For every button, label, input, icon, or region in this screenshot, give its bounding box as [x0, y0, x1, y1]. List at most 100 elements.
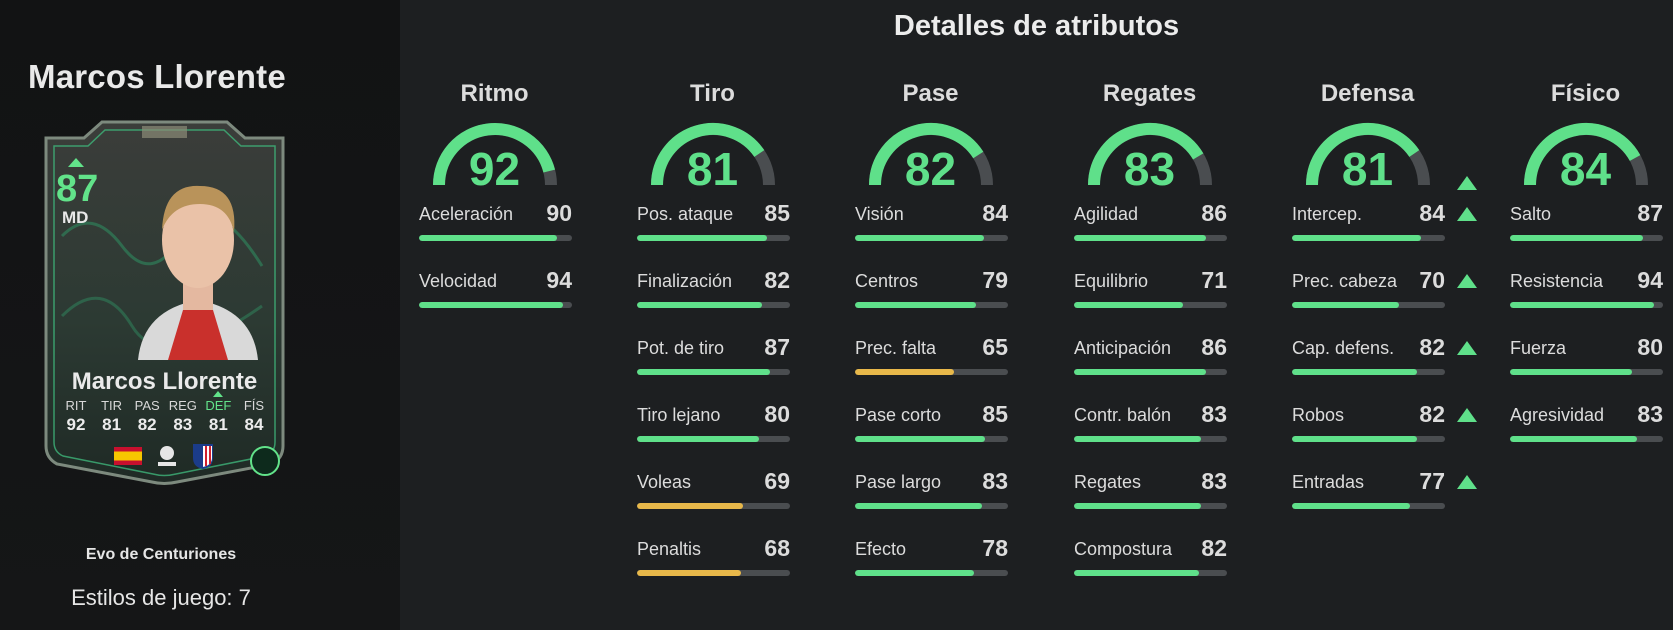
- attribute-name: Agresividad: [1510, 405, 1605, 425]
- category-gauge: 81: [648, 120, 778, 195]
- attribute-value: 90: [546, 200, 572, 226]
- attribute-row[interactable]: Robos 82: [1290, 401, 1477, 472]
- category-gauge: 83: [1085, 120, 1215, 195]
- attribute-row[interactable]: Resistencia 94: [1508, 267, 1663, 338]
- gauge-fill: [1087, 123, 1203, 186]
- attribute-row[interactable]: Centros 79: [853, 267, 1008, 338]
- card-player-name: Marcos Llorente: [71, 368, 258, 395]
- attribute-name: Intercep.: [1292, 204, 1363, 224]
- attribute-bar: [855, 570, 1008, 576]
- attribute-value: 87: [1637, 200, 1663, 226]
- attribute-bar-fill: [637, 436, 760, 442]
- card-stat-value: 82: [137, 415, 157, 434]
- gauge-arc: [1305, 123, 1430, 186]
- card-stat: DEF 81: [202, 391, 234, 435]
- attribute-bar-fill: [855, 302, 976, 308]
- card-stat-label: PAS: [134, 398, 160, 413]
- attribute-bar-fill: [1074, 570, 1200, 576]
- attribute-name: Voleas: [637, 472, 692, 492]
- attribute-bar: [855, 436, 1008, 442]
- attribute-bar-fill: [855, 369, 955, 375]
- attribute-bar: [1074, 503, 1227, 509]
- attribute-row[interactable]: Equilibrio 71: [1072, 267, 1227, 338]
- player-card[interactable]: 87 MD Marcos Llorente RIT 92 TIR 81 PAS 82 REG…: [32, 116, 297, 486]
- attribute-boost-icon: [1457, 207, 1477, 221]
- attribute-row[interactable]: Contr. balón 83: [1072, 401, 1227, 472]
- attribute-row[interactable]: Velocidad 94: [417, 267, 572, 338]
- attribute-row[interactable]: Agilidad 86: [1072, 200, 1227, 271]
- attribute-bar: [1292, 235, 1445, 241]
- attribute-name: Prec. falta: [855, 338, 937, 358]
- attribute-value: 86: [1201, 334, 1227, 360]
- attribute-bar: [1074, 436, 1227, 442]
- gauge-arc: [650, 123, 775, 186]
- attribute-bar-fill: [637, 235, 768, 241]
- attribute-bar-fill: [637, 503, 743, 509]
- playstyles-count[interactable]: Estilos de juego: 7: [71, 585, 251, 610]
- gauge-fill: [868, 123, 983, 186]
- player-name: Marcos Llorente: [28, 58, 286, 95]
- attribute-value: 82: [1419, 401, 1445, 427]
- player-panel: Marcos Llorente 87 MD Ma: [0, 0, 400, 630]
- category-boost-icon: [1457, 176, 1477, 190]
- attribute-name: Anticipación: [1074, 338, 1172, 358]
- attribute-row[interactable]: Voleas 69: [635, 468, 790, 539]
- category-gauge: 82: [866, 120, 996, 195]
- attribute-column-pase: Pase 82 Visión 84 Centros 79 Prec. falta 65 Pase…: [853, 80, 1008, 606]
- category-gauge: 92: [430, 120, 560, 195]
- attribute-row[interactable]: Agresividad 83: [1508, 401, 1663, 472]
- category-value: 92: [468, 143, 521, 195]
- category-title: Defensa: [1320, 80, 1415, 107]
- attribute-value: 87: [764, 334, 790, 360]
- gauge-arc: [1523, 123, 1648, 186]
- attribute-name: Pos. ataque: [637, 204, 734, 224]
- attribute-bar-fill: [1510, 235, 1644, 241]
- attribute-row[interactable]: Pase corto 85: [853, 401, 1008, 472]
- attribute-row[interactable]: Pos. ataque 85: [635, 200, 790, 271]
- attribute-name: Efecto: [855, 539, 907, 559]
- attribute-bar-fill: [1510, 436, 1637, 442]
- attribute-row[interactable]: Cap. defens. 82: [1290, 334, 1477, 405]
- gauge-arc: [1087, 123, 1212, 186]
- attribute-row[interactable]: Pot. de tiro 87: [635, 334, 790, 405]
- attribute-bar-fill: [1074, 369, 1206, 375]
- attribute-bar: [855, 235, 1008, 241]
- attribute-bar: [1074, 570, 1227, 576]
- attribute-row[interactable]: Compostura 82: [1072, 535, 1227, 606]
- attribute-row[interactable]: Salto 87: [1508, 200, 1663, 271]
- card-stat-value: 92: [66, 415, 86, 434]
- attribute-row[interactable]: Prec. cabeza 70: [1290, 267, 1477, 338]
- card-stat: FÍS 84: [238, 398, 270, 435]
- attribute-value: 82: [1419, 334, 1445, 360]
- attribute-row[interactable]: Intercep. 84: [1290, 200, 1477, 271]
- attribute-list: Pos. ataque 85 Finalización 82 Pot. de tiro 8…: [635, 200, 790, 606]
- evolution-badge-icon: [250, 446, 280, 476]
- attribute-name: Pot. de tiro: [637, 338, 725, 358]
- card-stat-label: FÍS: [243, 398, 265, 413]
- attribute-row[interactable]: Entradas 77: [1290, 468, 1477, 539]
- attribute-bar: [1510, 369, 1663, 375]
- attribute-row[interactable]: Penaltis 68: [635, 535, 790, 606]
- attribute-name: Equilibrio: [1074, 271, 1149, 291]
- attribute-row[interactable]: Fuerza 80: [1508, 334, 1663, 405]
- attribute-row[interactable]: Prec. falta 65: [853, 334, 1008, 405]
- attribute-row[interactable]: Visión 84: [853, 200, 1008, 271]
- attribute-row[interactable]: Anticipación 86: [1072, 334, 1227, 405]
- attribute-column-tiro: Tiro 81 Pos. ataque 85 Finalización 82 Pot. de…: [635, 80, 790, 606]
- attribute-row[interactable]: Regates 83: [1072, 468, 1227, 539]
- attribute-name: Regates: [1074, 472, 1142, 492]
- attribute-column-ritmo: Ritmo 92 Aceleración 90 Velocidad 94: [417, 80, 572, 338]
- attribute-value: 84: [982, 200, 1008, 226]
- attribute-bar-fill: [1292, 302, 1400, 308]
- card-rating: 87: [56, 168, 99, 210]
- attribute-row[interactable]: Efecto 78: [853, 535, 1008, 606]
- attribute-row[interactable]: Pase largo 83: [853, 468, 1008, 539]
- attribute-name: Salto: [1510, 204, 1552, 224]
- attribute-row[interactable]: Tiro lejano 80: [635, 401, 790, 472]
- attribute-bar-fill: [1292, 235, 1421, 241]
- attribute-bar-fill: [1292, 436, 1418, 442]
- attribute-value: 82: [1201, 535, 1227, 561]
- attribute-row[interactable]: Aceleración 90: [417, 200, 572, 271]
- attribute-row[interactable]: Finalización 82: [635, 267, 790, 338]
- category-gauge: 84: [1521, 120, 1651, 195]
